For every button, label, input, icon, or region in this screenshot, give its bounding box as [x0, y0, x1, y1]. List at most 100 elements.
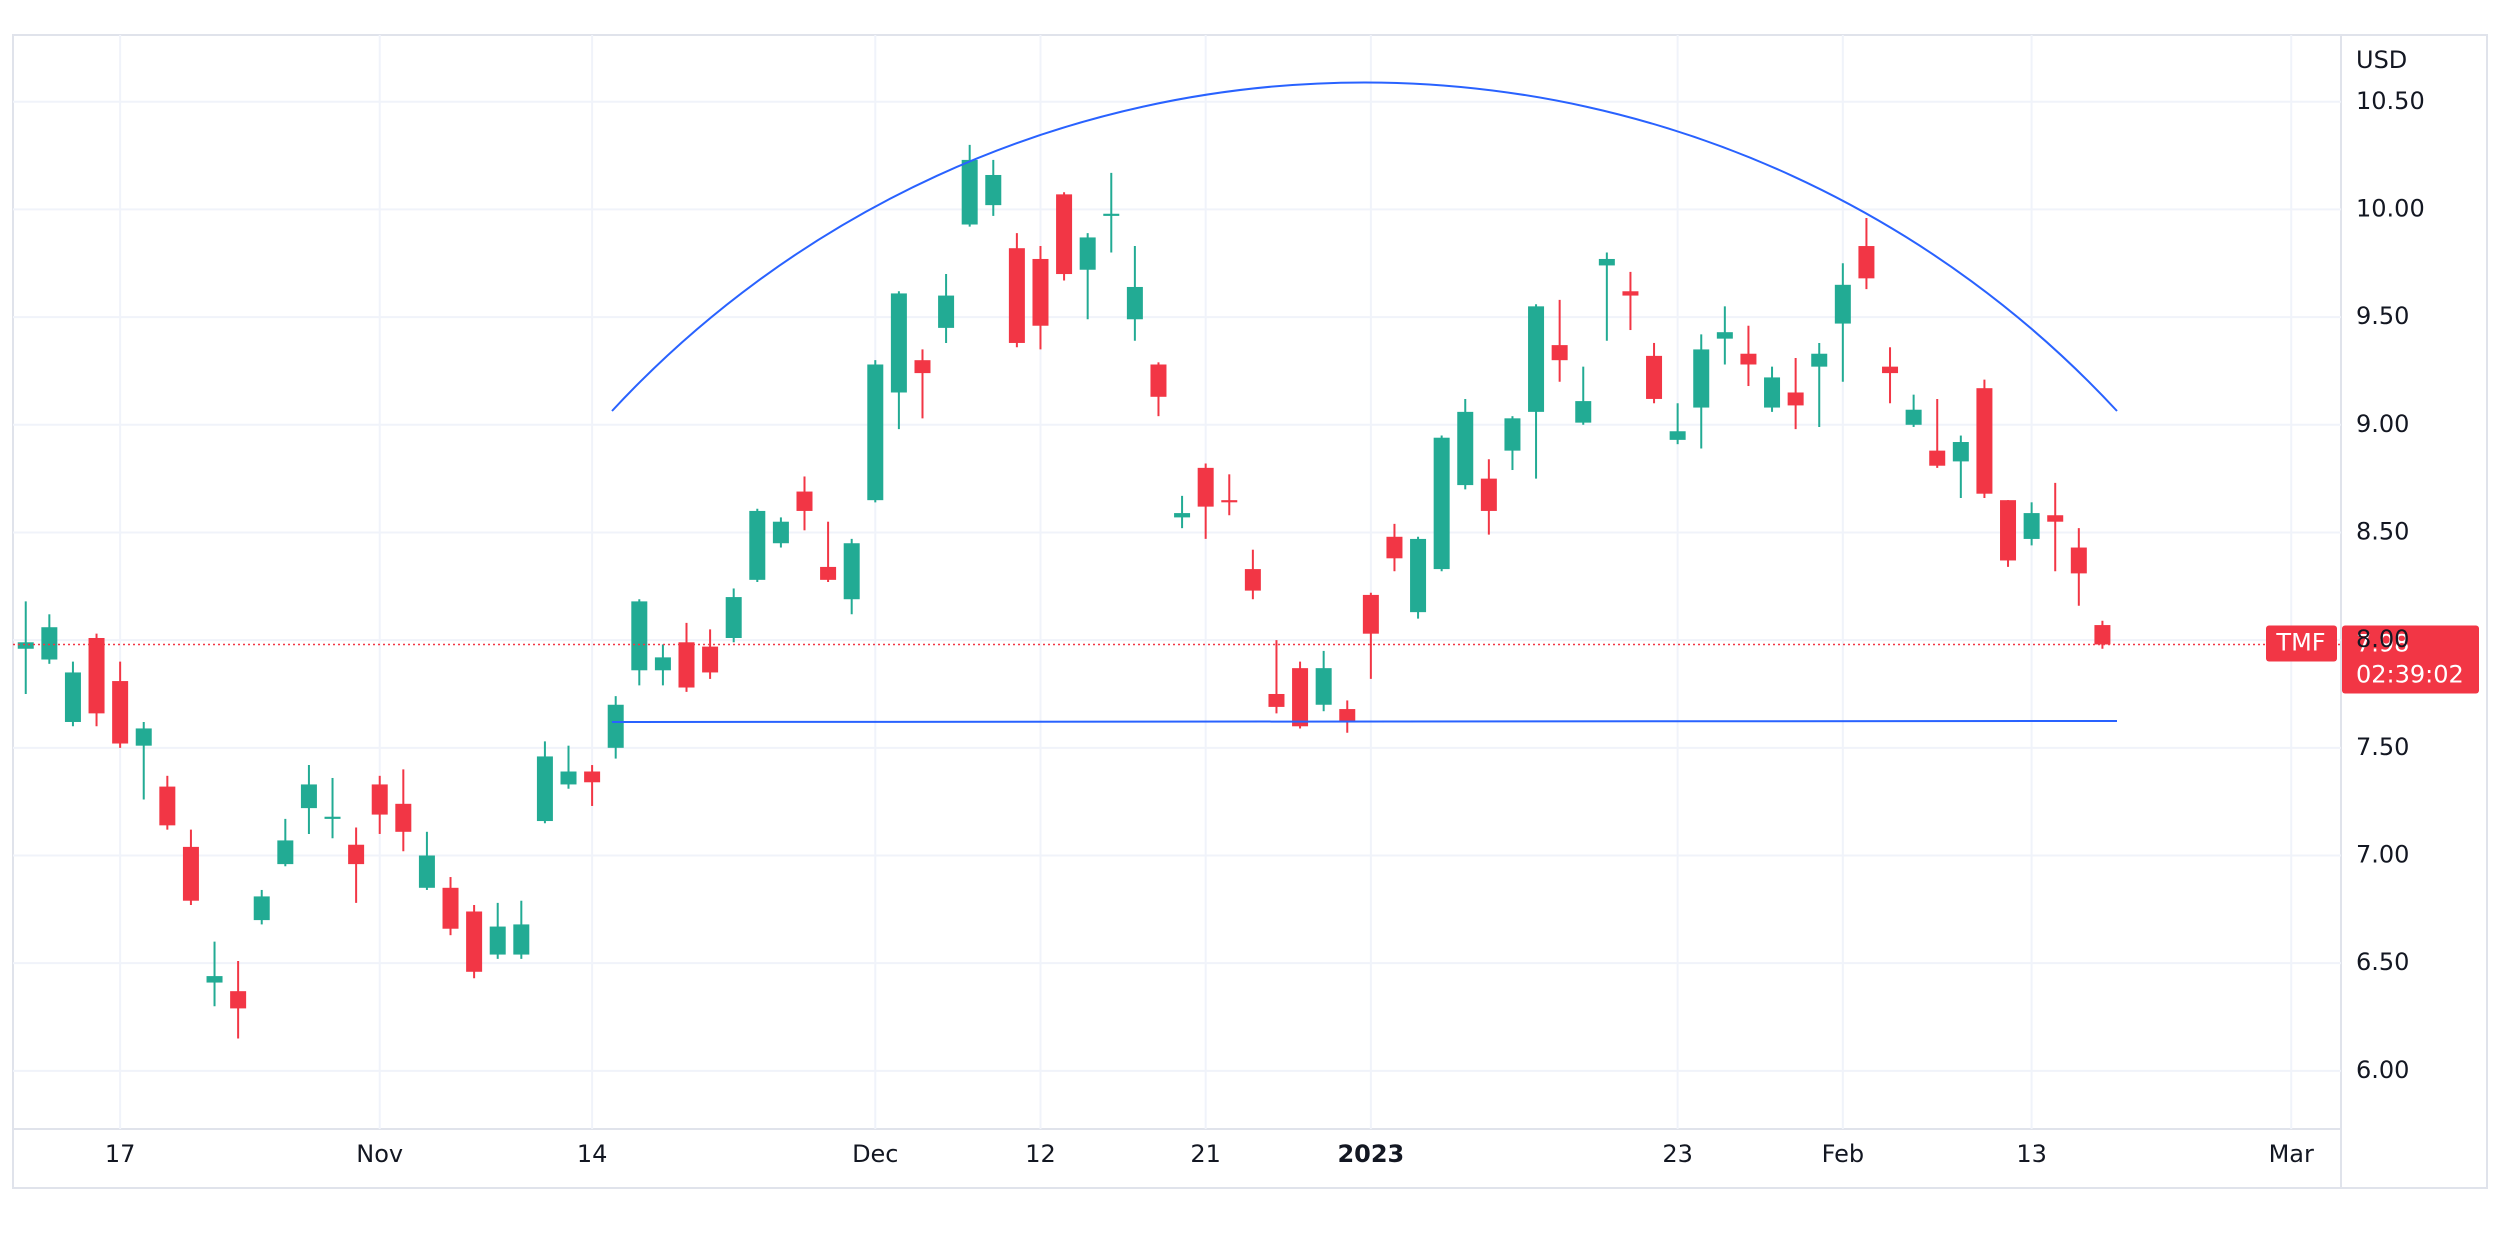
candle-body: [843, 543, 860, 600]
candle-body: [631, 601, 648, 671]
candle-body: [1905, 409, 1922, 425]
candle-body: [1976, 388, 1993, 494]
candle-body: [2023, 513, 2040, 539]
candle-body: [1740, 353, 1757, 365]
x-tick-label: Feb: [1822, 1140, 1865, 1168]
candle-body: [1929, 450, 1946, 466]
candle-body: [749, 510, 766, 580]
candle-body: [442, 887, 459, 929]
candle-body: [1716, 332, 1733, 339]
candle-body: [1103, 213, 1120, 216]
candle-body: [2000, 500, 2017, 561]
candle-body: [678, 642, 695, 688]
candle-body: [88, 637, 105, 714]
x-tick-label: 2023: [1337, 1140, 1404, 1168]
candle-body: [41, 627, 58, 660]
candle-body: [1787, 392, 1804, 406]
y-tick-label: 10.50: [2356, 87, 2425, 115]
candle-body: [867, 364, 884, 501]
candle-body: [584, 771, 601, 783]
candle-body: [489, 926, 506, 955]
candle-body: [725, 597, 742, 638]
candle-body: [1764, 377, 1781, 408]
candle-body: [1504, 418, 1521, 451]
candle-body: [2094, 625, 2111, 645]
candle-body: [1528, 306, 1545, 412]
candle-body: [796, 491, 813, 511]
candle-body: [17, 642, 34, 649]
arc-drawing: [611, 81, 2118, 412]
y-tick-label: 7.50: [2356, 733, 2409, 761]
candle-body: [277, 840, 294, 865]
candle-body: [1362, 594, 1379, 634]
candle-body: [206, 976, 223, 983]
x-tick-label: 13: [2016, 1140, 2047, 1168]
y-tick-label: 10.00: [2356, 194, 2425, 222]
candle-body: [1126, 286, 1143, 320]
candle-body: [1221, 500, 1238, 503]
y-tick-label: 6.50: [2356, 948, 2409, 976]
countdown-label: 02:39:02: [2356, 660, 2464, 688]
candle-body: [654, 657, 671, 671]
x-tick-label: 12: [1025, 1140, 1056, 1168]
candle-body: [1244, 569, 1261, 591]
candle-body: [1268, 693, 1285, 707]
candle-body: [1882, 366, 1899, 374]
y-tick-label: 6.00: [2356, 1056, 2409, 1084]
x-tick-label: 23: [1662, 1140, 1693, 1168]
x-tick-label: 17: [105, 1140, 136, 1168]
symbol-badge: [2266, 625, 2337, 662]
candle-body: [135, 728, 152, 746]
candle-body: [890, 293, 907, 393]
overlay: TMF 7.98 02:39:02: [13, 625, 2479, 694]
candle-body: [536, 756, 553, 822]
candle-body: [112, 681, 129, 744]
candle-body: [607, 704, 624, 748]
x-tick-label: Mar: [2269, 1140, 2314, 1168]
candle-body: [2070, 547, 2087, 574]
candle-body: [1008, 248, 1025, 343]
price-badge: [2342, 625, 2479, 694]
candle-body: [230, 991, 247, 1009]
candle-body: [1079, 237, 1096, 270]
candle-body: [395, 803, 412, 832]
candle-body: [914, 360, 931, 374]
candle-body: [1646, 355, 1663, 399]
candle-body: [1339, 709, 1356, 722]
candle-body: [1598, 258, 1615, 266]
candle-body: [64, 672, 81, 722]
candles: [17, 144, 2111, 1039]
candle-body: [702, 646, 719, 673]
candle-body: [418, 855, 435, 888]
candle-body: [1457, 411, 1474, 486]
candle-body: [1315, 668, 1332, 705]
candle-body: [513, 924, 530, 955]
candle-body: [300, 784, 317, 809]
x-tick-label: Nov: [356, 1140, 403, 1168]
last-price-label: 7.98: [2356, 629, 2409, 657]
candle-body: [820, 566, 837, 580]
candle-body: [938, 295, 955, 328]
candle-body: [1669, 431, 1686, 440]
grid: [13, 35, 2341, 1129]
support-line: [611, 720, 2118, 723]
candle-body: [1858, 246, 1875, 279]
candle-body: [159, 786, 176, 826]
candle-body: [772, 521, 789, 544]
candle-body: [1056, 194, 1073, 275]
y-tick-label: 8.00: [2356, 625, 2409, 653]
symbol-label: TMF: [2275, 628, 2325, 656]
candle-body: [961, 159, 978, 225]
candle-body: [1834, 284, 1851, 324]
candle-body: [1410, 538, 1427, 613]
y-tick-label: 7.00: [2356, 841, 2409, 869]
candle-body: [371, 784, 388, 815]
candle-body: [2047, 515, 2064, 522]
candle-body: [348, 844, 365, 865]
x-tick-label: 21: [1190, 1140, 1221, 1168]
candle-body: [1032, 258, 1049, 326]
y-tick-label: 9.50: [2356, 302, 2409, 330]
candle-body: [560, 771, 577, 785]
